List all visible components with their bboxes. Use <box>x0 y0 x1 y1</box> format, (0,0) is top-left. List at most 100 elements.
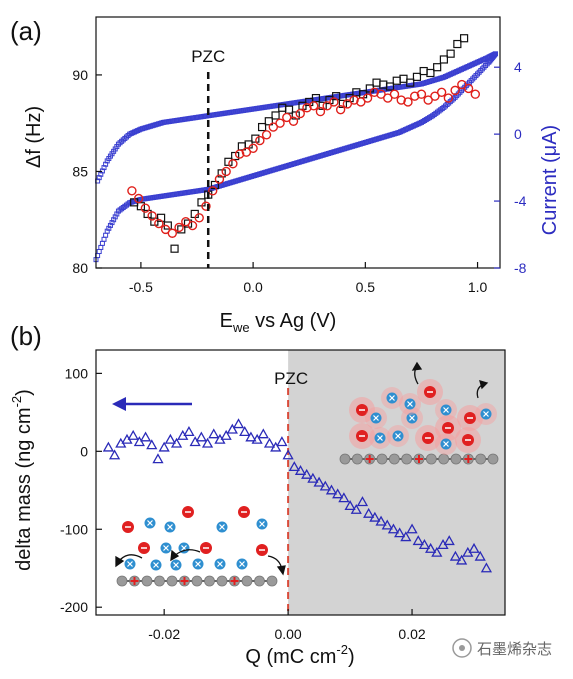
b-data-point <box>307 472 319 483</box>
graphene-atom <box>166 575 178 587</box>
a-black-point <box>372 78 381 87</box>
b-data-point <box>208 428 220 439</box>
b-xlabel-sup: -2 <box>336 642 348 657</box>
a-black-point <box>284 105 294 114</box>
panel-b: -0.02 0.00 0.02 -200 -100 0 100 (b) PZC <box>9 321 506 668</box>
a-red-point <box>410 91 420 101</box>
a-red-point <box>322 101 332 111</box>
a-black-point <box>143 209 152 219</box>
b-x-ticks: -0.02 0.00 0.02 <box>148 609 426 642</box>
a-black-point <box>311 93 321 103</box>
b-y-tick-label: -200 <box>60 599 88 615</box>
b-y-tick-label: 0 <box>80 443 88 459</box>
a-red-point <box>342 99 353 109</box>
a-y2-ticks: -8 -4 0 4 <box>494 59 527 276</box>
a-red-point <box>221 166 231 177</box>
a-cv-loop <box>93 51 499 263</box>
a-cv-point <box>103 232 109 238</box>
a-xlabel-rest: vs Ag (V) <box>250 310 337 332</box>
a-black-point <box>177 225 186 234</box>
graphene-atom <box>254 575 265 587</box>
a-red-point <box>362 93 373 103</box>
graphene-atom <box>401 453 413 465</box>
b-data-point <box>425 542 437 553</box>
a-red-point <box>208 186 218 196</box>
a-red-point <box>376 89 386 99</box>
graphene-atom <box>475 453 487 465</box>
b-data-point <box>139 431 152 442</box>
a-red-point <box>396 95 406 105</box>
a-red-point <box>167 228 178 238</box>
a-cv-point <box>101 236 107 242</box>
b-plot-frame <box>95 349 506 616</box>
a-black-point <box>412 72 422 81</box>
b-data-point <box>170 437 183 448</box>
panel-a: -0.5 0.0 0.5 1.0 80 85 90 -8 -4 0 4 (a) PZC Ewe … <box>10 16 561 335</box>
graphene-atom <box>204 575 215 587</box>
a-y2-tick-label: 0 <box>514 126 522 142</box>
b-data-point <box>313 476 325 487</box>
a-red-point <box>127 186 137 196</box>
b-data-point <box>108 449 121 460</box>
a-x-tick-label: 1.0 <box>468 279 488 295</box>
graphene-atom <box>266 575 278 587</box>
a-black-point <box>257 122 267 132</box>
b-inset-right-ions <box>339 361 499 465</box>
a-red-point <box>389 89 400 99</box>
a-black-point <box>156 213 166 222</box>
a-red-point <box>369 87 380 98</box>
a-cv-point <box>98 244 104 250</box>
a-black-point <box>459 34 469 43</box>
a-series-red <box>127 79 481 238</box>
b-data-point <box>319 480 331 491</box>
a-black-point <box>345 93 354 103</box>
a-red-point <box>268 122 279 132</box>
a-xlabel-main: E <box>220 310 233 332</box>
a-red-point <box>234 149 245 159</box>
a-red-point <box>470 89 481 99</box>
a-black-point <box>318 101 327 110</box>
a-y-tick-label: 80 <box>72 260 88 276</box>
a-black-point <box>419 66 428 76</box>
b-data-point <box>270 441 282 452</box>
a-red-point <box>288 116 299 126</box>
a-red-point <box>255 135 265 146</box>
b-data-point <box>431 546 443 557</box>
b-data-point <box>381 519 393 530</box>
b-series <box>102 418 493 573</box>
graphene-atom <box>487 453 499 465</box>
b-data-point <box>338 492 350 503</box>
b-data-point <box>245 431 257 442</box>
b-inset-right-graphene-layer <box>339 453 499 465</box>
b-data-point <box>443 535 455 546</box>
a-red-point <box>329 97 339 107</box>
b-data-point <box>257 428 269 439</box>
graphene-atom <box>376 453 388 465</box>
a-red-point <box>416 89 427 99</box>
b-x-tick-label: 0.00 <box>274 626 301 642</box>
b-data-point <box>350 503 362 514</box>
a-red-point <box>275 118 285 128</box>
b-direction-arrow <box>112 397 192 411</box>
a-red-point <box>241 147 252 157</box>
b-y-axis-label: delta mass (ng cm-2) <box>9 389 35 571</box>
a-cv-point <box>96 249 102 255</box>
a-black-point <box>426 68 435 78</box>
a-y-ticks: 80 85 90 <box>72 67 102 276</box>
a-red-point <box>214 174 225 184</box>
a-red-point <box>443 93 454 103</box>
a-red-point <box>457 79 467 90</box>
b-data-point <box>406 523 418 534</box>
watermark-text: 石墨烯杂志 <box>477 641 552 658</box>
b-data-point <box>387 523 400 534</box>
a-black-point <box>291 111 300 120</box>
graphene-atom <box>425 453 437 465</box>
a-x-tick-label: 0.0 <box>243 279 263 295</box>
a-red-point <box>147 211 157 221</box>
graphene-atom <box>191 575 203 587</box>
b-panel-label: (b) <box>10 321 42 351</box>
a-red-point <box>261 130 272 140</box>
a-black-point <box>251 134 260 143</box>
b-data-point <box>164 433 176 444</box>
b-data-point <box>183 426 195 436</box>
